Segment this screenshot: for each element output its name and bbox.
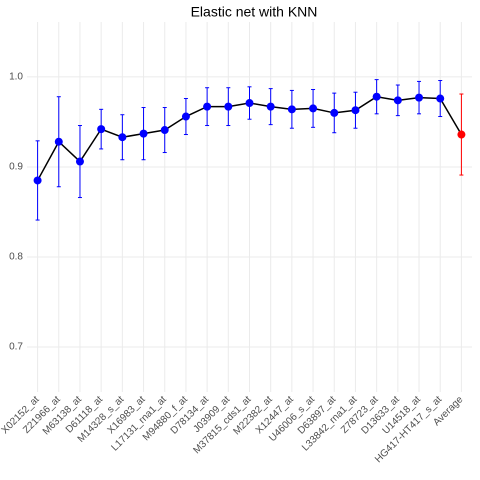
point [372, 92, 381, 101]
point [351, 106, 360, 115]
y-tick-label: 0.8 [9, 252, 23, 263]
point [245, 99, 254, 108]
point [224, 102, 233, 111]
point [415, 93, 424, 102]
point [393, 96, 402, 105]
point [118, 133, 127, 142]
point [266, 102, 275, 111]
y-tick-label: 0.9 [9, 162, 23, 173]
point [97, 125, 106, 134]
point [436, 94, 445, 103]
point [287, 105, 296, 114]
point [139, 129, 148, 138]
point [75, 157, 84, 166]
point [330, 108, 339, 117]
chart-title: Elastic net with KNN [191, 4, 318, 20]
point [457, 130, 466, 139]
point [203, 102, 212, 111]
point [181, 112, 190, 121]
y-tick-label: 1.0 [9, 72, 23, 83]
point [54, 137, 63, 146]
y-tick-label: 0.7 [9, 342, 23, 353]
point [33, 176, 42, 185]
point [309, 104, 318, 113]
point [160, 126, 169, 135]
